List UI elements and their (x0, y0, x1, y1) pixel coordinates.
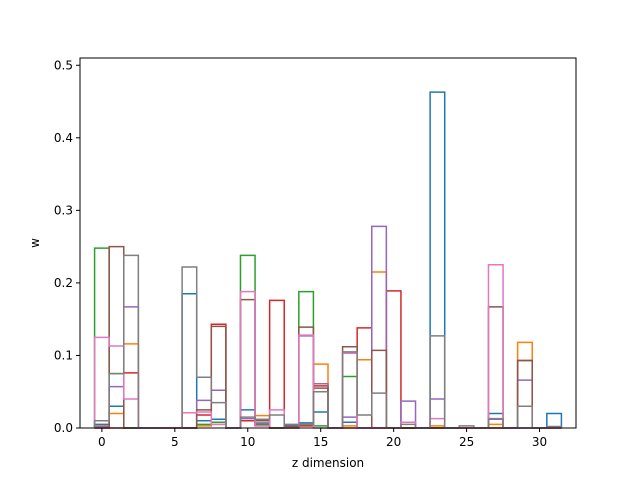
y-tick-label: 0.5 (54, 58, 73, 72)
y-tick-label: 0.2 (54, 276, 73, 290)
y-tick-label: 0.0 (54, 421, 73, 435)
x-axis-label: z dimension (292, 456, 364, 470)
x-axis: 0 5 10 15 20 25 30 (98, 428, 547, 449)
x-tick-label: 0 (98, 435, 106, 449)
x-tick-label: 15 (313, 435, 328, 449)
x-tick-label: 10 (240, 435, 255, 449)
y-tick-label: 0.3 (54, 203, 73, 217)
x-tick-label: 25 (459, 435, 474, 449)
y-tick-label: 0.4 (54, 131, 73, 145)
plot-frame (79, 57, 577, 429)
y-axis: 0.0 0.1 0.2 0.3 0.4 0.5 (54, 58, 80, 435)
y-axis-label: w (28, 238, 42, 248)
x-tick-label: 20 (386, 435, 401, 449)
y-tick-label: 0.1 (54, 348, 73, 362)
x-tick-label: 30 (532, 435, 547, 449)
x-tick-label: 5 (171, 435, 179, 449)
